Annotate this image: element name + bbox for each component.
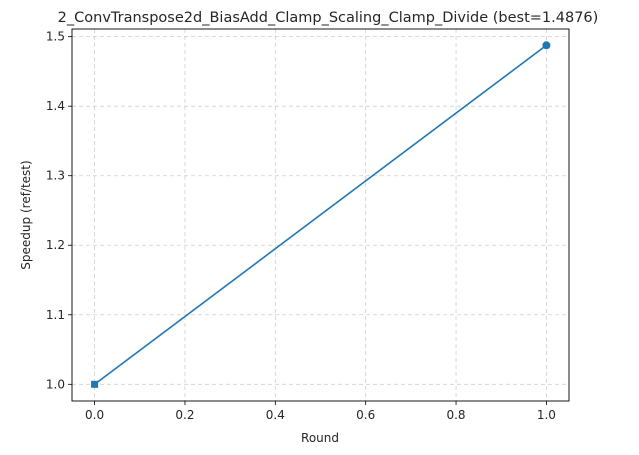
grid [72,29,569,401]
y-tick-label: 1.2 [46,238,65,252]
x-tick-label: 0.0 [85,408,104,422]
x-tick-label: 0.6 [356,408,375,422]
y-tick-label: 1.5 [46,30,65,44]
y-axis-ticks: 1.0 1.1 1.2 1.3 1.4 1.5 [46,30,72,391]
data-point-marker [542,41,551,50]
chart-title: 2_ConvTranspose2d_BiasAdd_Clamp_Scaling_… [58,10,599,26]
x-axis-ticks: 0.0 0.2 0.4 0.6 0.8 1.0 [85,401,556,422]
x-axis-label: Round [301,431,339,445]
x-tick-label: 0.4 [266,408,285,422]
y-tick-label: 1.1 [46,308,65,322]
series-line [94,44,547,385]
series-markers [91,41,551,388]
y-axis-label: Speedup (ref/test) [19,160,33,269]
plot-area-frame [71,28,570,402]
y-tick-label: 1.3 [46,169,65,183]
y-tick-label: 1.0 [46,377,65,391]
x-tick-label: 1.0 [537,408,556,422]
x-tick-label: 0.2 [175,408,194,422]
y-tick-label: 1.4 [46,99,65,113]
data-point-marker [91,380,99,388]
x-tick-label: 0.8 [446,408,465,422]
series-lines [94,44,547,385]
